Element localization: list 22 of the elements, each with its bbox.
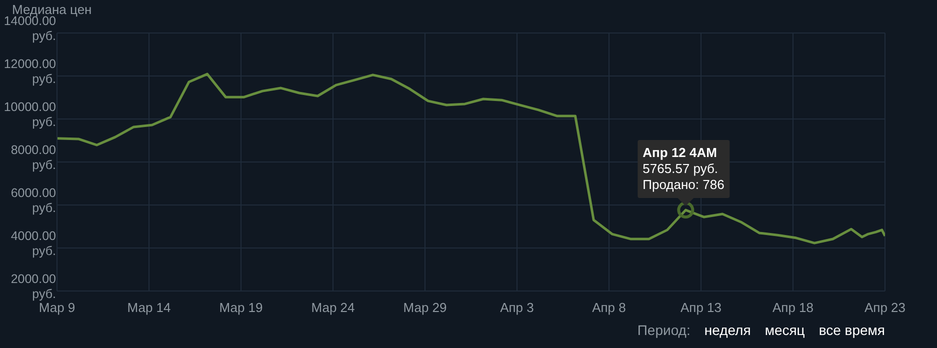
x-tick-label: Апр 13 bbox=[680, 300, 722, 316]
text: Период: bbox=[637, 322, 690, 338]
x-tick-label: Апр 23 bbox=[864, 300, 906, 316]
x-tick-label: Апр 3 bbox=[500, 300, 534, 316]
y-tick-label: 2000.00 руб. bbox=[10, 272, 56, 301]
text: все время bbox=[818, 322, 885, 338]
x-tick-label: Апр 18 bbox=[772, 300, 814, 316]
text: месяц bbox=[764, 322, 805, 338]
x-tick-label: Мар 24 bbox=[311, 300, 355, 316]
x-tick-label: Мар 9 bbox=[38, 300, 76, 316]
x-tick-label: Мар 14 bbox=[127, 300, 171, 316]
y-tick-label: 6000.00 руб. bbox=[10, 186, 56, 215]
y-tick-label: 12000.00 руб. bbox=[4, 57, 56, 86]
x-tick-label: Мар 29 bbox=[403, 300, 447, 316]
chart-title: Медиана цен bbox=[12, 2, 92, 17]
annotation: Апр 12 4AM 5765.57 руб. Продано: 786 bbox=[642, 145, 724, 192]
y-tick-label: 4000.00 руб. bbox=[10, 229, 56, 258]
y-tick-label: 10000.00 руб. bbox=[4, 100, 56, 129]
text: неделя bbox=[704, 322, 751, 338]
x-tick-label: Апр 8 bbox=[592, 300, 626, 316]
y-tick-label: 8000.00 руб. bbox=[10, 143, 56, 172]
x-tick-label: Мар 19 bbox=[219, 300, 263, 316]
